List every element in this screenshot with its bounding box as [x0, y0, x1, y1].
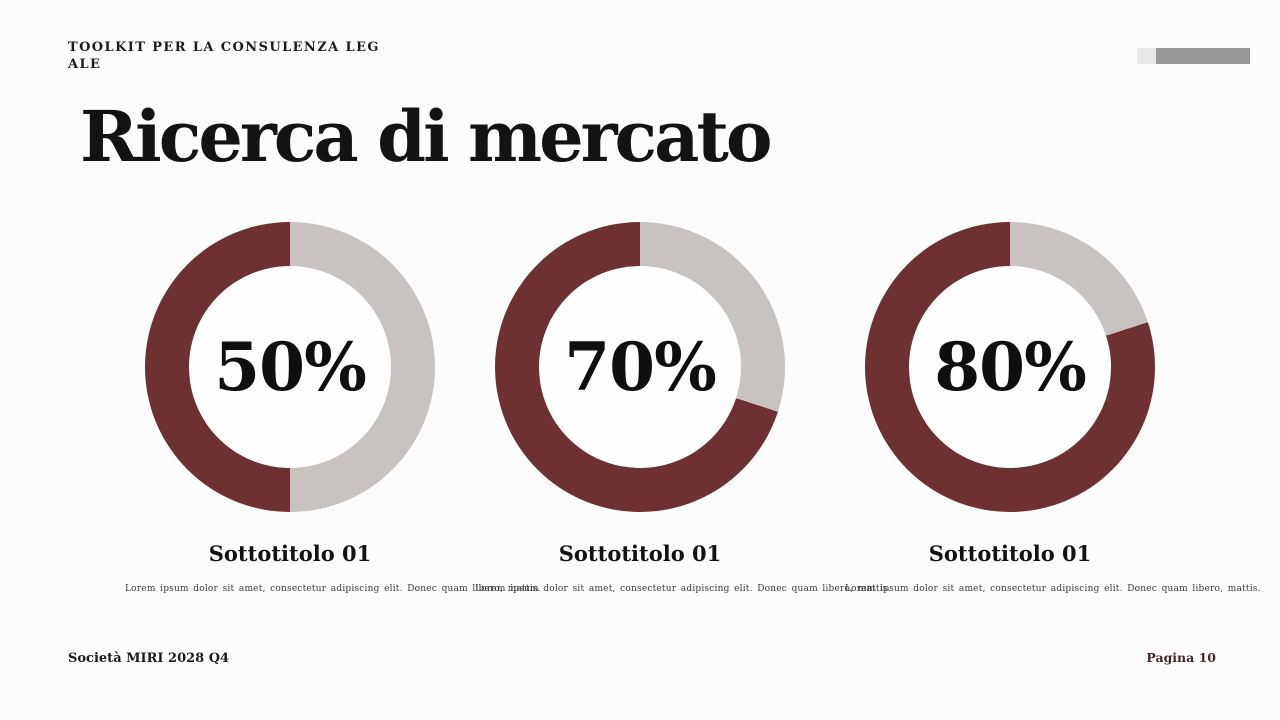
chart-description: Lorem ipsum dolor sit amet, consectetur … [845, 584, 1261, 594]
chart-column-2: 70% Sottotitolo 01 Lorem ipsum dolor sit… [475, 222, 891, 594]
header-kicker-line1: TOOLKIT PER LA CONSULENZA LEG [68, 40, 380, 55]
chart-description: Lorem ipsum dolor sit amet, consectetur … [125, 584, 541, 594]
chart-subtitle: Sottotitolo 01 [928, 541, 1092, 566]
page-title: Ricerca di mercato [80, 95, 773, 178]
footer-page-number: Pagina 10 [1146, 650, 1216, 665]
percent-label: 50% [214, 328, 367, 406]
donut-hole: 80% [909, 266, 1111, 468]
progress-elapsed-segment [1137, 48, 1156, 64]
chart-description: Lorem ipsum dolor sit amet, consectetur … [475, 584, 891, 594]
percent-label: 70% [564, 328, 717, 406]
donut-chart-50: 50% [145, 222, 435, 512]
chart-subtitle: Sottotitolo 01 [208, 541, 372, 566]
header-kicker: TOOLKIT PER LA CONSULENZA LEG ALE [68, 39, 380, 73]
chart-column-3: 80% Sottotitolo 01 Lorem ipsum dolor sit… [845, 222, 1261, 594]
donut-hole: 70% [539, 266, 741, 468]
slide-progress-bar [1137, 48, 1250, 64]
header-kicker-line2: ALE [68, 57, 102, 72]
footer-company: Società MIRI 2028 Q4 [68, 651, 230, 666]
chart-column-1: 50% Sottotitolo 01 Lorem ipsum dolor sit… [125, 222, 541, 594]
progress-remaining-segment [1156, 48, 1250, 64]
percent-label: 80% [934, 328, 1087, 406]
chart-subtitle: Sottotitolo 01 [558, 541, 722, 566]
donut-hole: 50% [189, 266, 391, 468]
donut-chart-70: 70% [495, 222, 785, 512]
donut-chart-80: 80% [865, 222, 1155, 512]
